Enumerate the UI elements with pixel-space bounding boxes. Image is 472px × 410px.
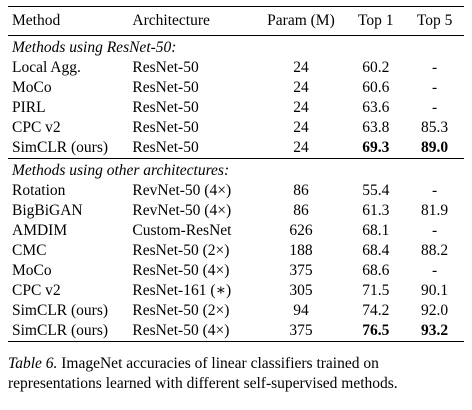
cell-top5: 90.1 [421,282,449,299]
cell-top5: 89.0 [421,139,449,156]
caption-text: ImageNet accuracies of linear classifier… [8,355,398,392]
table-row: Rotation RevNet-50 (4×) 86 55.4 - [8,181,464,201]
cell-method: SimCLR (ours) [12,322,109,339]
table-caption: Table 6. ImageNet accuracies of linear c… [8,354,464,394]
table-row: MoCo ResNet-50 (4×) 375 68.6 - [8,261,464,281]
header-method: Method [12,12,61,29]
cell-param: 24 [293,79,309,96]
cell-architecture: ResNet-50 (2×) [132,242,230,259]
cell-architecture: ResNet-50 [132,99,199,116]
section-title: Methods using ResNet-50: [12,39,177,56]
cell-top1: 60.6 [362,79,390,96]
cell-top5: 93.2 [421,322,449,339]
cell-architecture: ResNet-50 [132,79,199,96]
section-title-row: Methods using ResNet-50: [8,36,464,59]
header-top1: Top 1 [358,12,394,29]
cell-top1: 60.2 [362,59,390,76]
cell-architecture: ResNet-50 [132,119,199,136]
cell-top1: 69.3 [362,139,390,156]
cell-method: SimCLR (ours) [12,302,109,319]
cell-method: Rotation [12,182,66,199]
cell-top5: - [432,99,438,116]
cell-top5: 88.2 [421,242,449,259]
cell-top5: 92.0 [421,302,449,319]
cell-method: MoCo [12,262,52,279]
table-body: Methods using ResNet-50: Local Agg. ResNet… [8,36,464,342]
cell-top1: 68.6 [362,262,390,279]
cell-top1: 63.6 [362,99,390,116]
cell-top1: 55.4 [362,182,390,199]
cell-top5: 81.9 [421,202,449,219]
cell-method: BigBiGAN [12,202,83,219]
cell-method: SimCLR (ours) [12,139,109,156]
cell-architecture: RevNet-50 (4×) [132,182,232,199]
table-row: CPC v2 ResNet-161 (∗) 305 71.5 90.1 [8,281,464,301]
table-row: AMDIM Custom-ResNet 626 68.1 - [8,221,464,241]
section-title: Methods using other architectures: [12,162,230,179]
cell-method: CPC v2 [12,119,61,136]
cell-top5: - [432,262,438,279]
cell-param: 94 [293,302,309,319]
cell-architecture: ResNet-50 [132,59,199,76]
cell-method: PIRL [12,99,46,116]
header-top5: Top 5 [416,12,453,29]
table-row: PIRL ResNet-50 24 63.6 - [8,98,464,118]
cell-top1: 61.3 [362,202,390,219]
cell-param: 305 [289,282,313,299]
results-table: Method Architecture Param (M) Top 1 Top … [8,6,464,342]
table-row: CPC v2 ResNet-50 24 63.8 85.3 [8,118,464,138]
cell-top1: 76.5 [362,322,390,339]
caption-label: Table 6. [8,355,58,372]
table-row: CMC ResNet-50 (2×) 188 68.4 88.2 [8,241,464,261]
cell-param: 86 [293,202,309,219]
cell-param: 24 [293,59,309,76]
cell-top1: 71.5 [362,282,390,299]
cell-param: 375 [289,262,313,279]
cell-method: CPC v2 [12,282,61,299]
table-row: MoCo ResNet-50 24 60.6 - [8,78,464,98]
section-title-row: Methods using other architectures: [8,159,464,182]
cell-method: CMC [12,242,47,259]
cell-param: 188 [289,242,313,259]
cell-method: MoCo [12,79,52,96]
cell-top5: 85.3 [421,119,449,136]
cell-top1: 68.4 [362,242,390,259]
cell-method: AMDIM [12,222,68,239]
cell-top5: - [432,222,438,239]
table-row: SimCLR (ours) ResNet-50 (4×) 375 76.5 93.2 [8,321,464,342]
cell-param: 626 [289,222,313,239]
cell-top1: 74.2 [362,302,390,319]
cell-param: 86 [293,182,309,199]
table-row: SimCLR (ours) ResNet-50 24 69.3 89.0 [8,138,464,159]
cell-top1: 63.8 [362,119,390,136]
cell-architecture: ResNet-50 (4×) [132,262,230,279]
cell-param: 375 [289,322,313,339]
cell-architecture: ResNet-50 (4×) [132,322,230,339]
cell-architecture: ResNet-50 [132,139,199,156]
cell-architecture: RevNet-50 (4×) [132,202,232,219]
cell-architecture: ResNet-161 (∗) [132,282,232,299]
cell-method: Local Agg. [12,59,81,76]
cell-top5: - [432,59,438,76]
header-architecture: Architecture [132,12,210,29]
cell-param: 24 [293,99,309,116]
cell-top1: 68.1 [362,222,390,239]
cell-architecture: ResNet-50 (2×) [132,302,230,319]
table-row: SimCLR (ours) ResNet-50 (2×) 94 74.2 92.0 [8,301,464,321]
table-header-row: Method Architecture Param (M) Top 1 Top … [8,6,464,36]
cell-top5: - [432,79,438,96]
cell-param: 24 [293,139,309,156]
cell-top5: - [432,182,438,199]
cell-architecture: Custom-ResNet [132,222,232,239]
table-row: Local Agg. ResNet-50 24 60.2 - [8,58,464,78]
header-param: Param (M) [267,12,335,29]
cell-param: 24 [293,119,309,136]
table-row: BigBiGAN RevNet-50 (4×) 86 61.3 81.9 [8,201,464,221]
